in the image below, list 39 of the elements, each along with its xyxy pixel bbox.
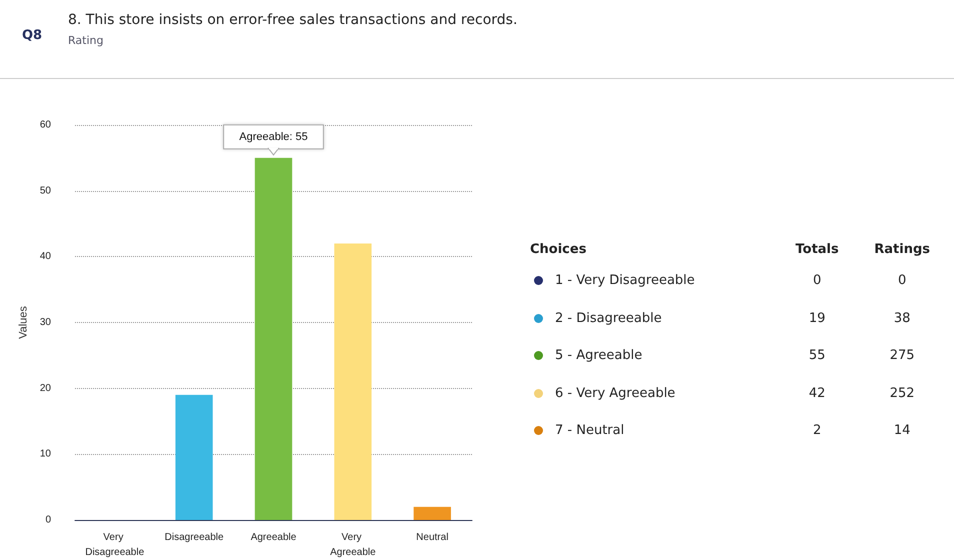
y-tick-label: 10: [40, 448, 52, 460]
chart-subtitle: Rating: [68, 34, 104, 47]
category-label: 5 - Agreeable: [554, 347, 644, 366]
data-label: 19: [808, 310, 826, 328]
chart-title: 8. This store insists on error-free sales transactions and records.: [68, 12, 518, 28]
text: Ratings: [873, 240, 932, 258]
category-label: 1 - Very Disagreeable: [554, 272, 696, 290]
category-label: 7 - Neutral: [554, 422, 626, 440]
data-label: 0: [896, 272, 908, 290]
bar: [175, 394, 213, 520]
y-tick-label: 20: [40, 382, 52, 394]
category-label: 2 - Disagreeable: [554, 310, 663, 328]
x-tick-label: Neutral: [416, 532, 448, 543]
category-label: 6 - Very Agreeable: [554, 384, 676, 403]
y-tick-label: 50: [40, 185, 52, 196]
bar: [414, 506, 451, 520]
data-label: 42: [808, 384, 826, 403]
legend-title: Choices: [530, 240, 588, 258]
y-tick-label: 60: [40, 120, 52, 130]
x-tick-label: Very Agreeable: [330, 532, 376, 558]
data-label: 38: [892, 310, 912, 328]
y-tick-label: 40: [40, 251, 52, 262]
text: Totals: [794, 240, 840, 258]
data-label: 14: [892, 422, 912, 440]
bar: [334, 244, 372, 520]
data-label: 252: [888, 384, 916, 403]
data-label: 275: [888, 347, 916, 366]
text: Q8: [22, 28, 42, 43]
data-label: 2: [812, 422, 822, 440]
x-tick-label: Very Disagreeable: [85, 532, 145, 558]
x-tick-label: Disagreeable: [164, 532, 224, 543]
x-tick-label: Agreeable: [250, 532, 297, 543]
y-axis-title: Values: [17, 306, 30, 339]
bar: [254, 158, 292, 520]
data-label: 55: [808, 347, 826, 366]
data-label: 0: [812, 272, 822, 290]
y-tick-label: 30: [40, 317, 52, 328]
annotation: Agreeable: 55: [239, 130, 308, 143]
y-tick-label: 0: [45, 514, 52, 526]
